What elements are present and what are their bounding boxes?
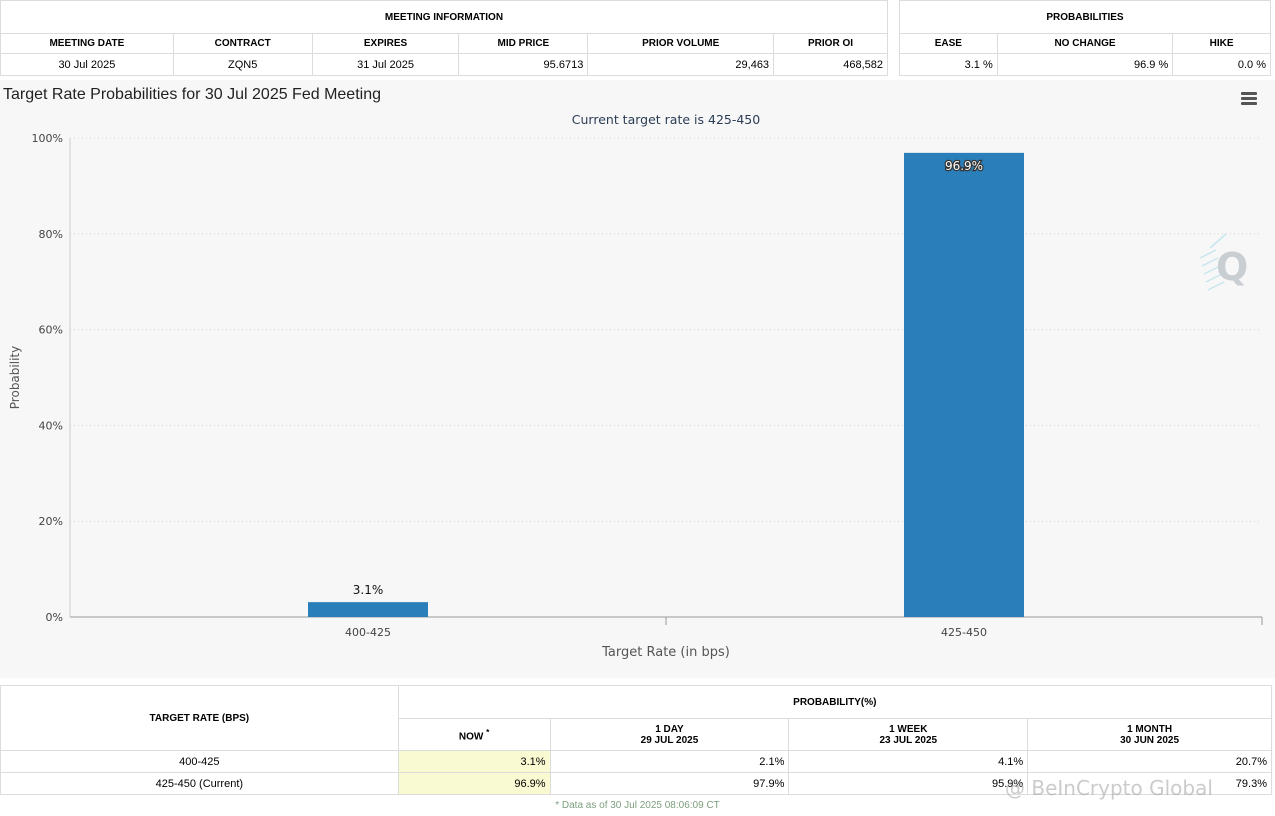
meeting-information-header: MEETING INFORMATION: [0, 0, 888, 34]
probability-header: PROBABILITY(%): [397, 685, 1273, 719]
q-logo-icon: Q: [1199, 233, 1248, 291]
col-meeting-date: MEETING DATE: [0, 33, 174, 54]
hike-value: 0.0 %: [1172, 53, 1271, 76]
col-prior-oi: PRIOR OI: [773, 33, 888, 54]
y-tick-label: 100%: [32, 132, 63, 145]
table-row: 425-450 (Current) 96.9% 97.9% 95.9% 79.3…: [0, 772, 1272, 795]
col-mid-price: MID PRICE: [458, 33, 589, 54]
probabilities-header: PROBABILITIES: [899, 0, 1271, 34]
y-tick-label: 0%: [46, 611, 63, 624]
prior-volume-value: 29,463: [587, 53, 775, 76]
probability-history-table: TARGET RATE (BPS) PROBABILITY(%) NOW * 1…: [0, 685, 1273, 795]
col-1-day: 1 DAY 29 JUL 2025: [549, 718, 790, 751]
month-cell: 20.7%: [1027, 750, 1272, 773]
col-1-week: 1 WEEK 23 JUL 2025: [788, 718, 1029, 751]
no-change-value: 96.9 %: [996, 53, 1174, 76]
col-ease: EASE: [899, 33, 998, 54]
week-cell: 95.9%: [788, 772, 1029, 795]
now-cell: 96.9%: [397, 772, 551, 795]
expires-value: 31 Jul 2025: [311, 53, 460, 76]
data-timestamp-footnote: * Data as of 30 Jul 2025 08:06:09 CT: [555, 800, 720, 811]
meeting-information-table: MEETING INFORMATION MEETING DATE CONTRAC…: [0, 0, 888, 76]
bar-400-425: [308, 602, 428, 617]
col-no-change: NO CHANGE: [996, 33, 1174, 54]
day-cell: 2.1%: [549, 750, 790, 773]
x-tick-label: 400-425: [345, 626, 391, 639]
col-expires: EXPIRES: [311, 33, 460, 54]
month-cell: 79.3%: [1027, 772, 1272, 795]
table-row: 400-425 3.1% 2.1% 4.1% 20.7%: [0, 750, 1272, 773]
now-footnote-marker: *: [486, 726, 490, 737]
probabilities-table: PROBABILITIES EASE NO CHANGE HIKE 3.1 % …: [899, 0, 1271, 76]
y-tick-label: 20%: [39, 515, 63, 528]
chart-subtitle: Current target rate is 425-450: [572, 112, 760, 127]
now-cell: 3.1%: [397, 750, 551, 773]
mid-price-value: 95.6713: [458, 53, 589, 76]
col-contract: CONTRACT: [172, 33, 313, 54]
y-tick-label: 80%: [39, 228, 63, 241]
col-hike: HIKE: [1172, 33, 1271, 54]
target-rate-header: TARGET RATE (BPS): [0, 685, 399, 751]
y-axis-label: Probability: [8, 346, 22, 409]
chart-panel: Current target rate is 425-450 0% 20% 40% 60…: [0, 80, 1275, 678]
watermark: @ BeInCrypto Global: [1005, 776, 1213, 800]
bar-425-450: [904, 152, 1024, 617]
data-label: 3.1%: [353, 583, 384, 597]
meeting-date-value: 30 Jul 2025: [0, 53, 174, 76]
chart-title: Target Rate Probabilities for 30 Jul 202…: [3, 86, 381, 103]
ease-value: 3.1 %: [899, 53, 998, 76]
y-tick-label: 60%: [39, 324, 63, 337]
rate-cell: 425-450 (Current): [0, 772, 399, 795]
x-tick-label: 425-450: [941, 626, 987, 639]
hamburger-menu-icon[interactable]: [1241, 92, 1257, 106]
col-now: NOW *: [397, 718, 551, 751]
data-label: 96.9%: [945, 159, 983, 173]
y-tick-label: 40%: [39, 419, 63, 432]
prior-oi-value: 468,582: [773, 53, 888, 76]
day-cell: 97.9%: [549, 772, 790, 795]
target-rate-chart: Current target rate is 425-450 0% 20% 40% 60…: [8, 112, 1263, 660]
week-cell: 4.1%: [788, 750, 1029, 773]
rate-cell: 400-425: [0, 750, 399, 773]
x-axis-label: Target Rate (in bps): [601, 645, 730, 660]
svg-text:Q: Q: [1216, 245, 1248, 289]
col-1-month: 1 MONTH 30 JUN 2025: [1027, 718, 1272, 751]
contract-value: ZQN5: [172, 53, 313, 76]
col-prior-volume: PRIOR VOLUME: [587, 33, 775, 54]
